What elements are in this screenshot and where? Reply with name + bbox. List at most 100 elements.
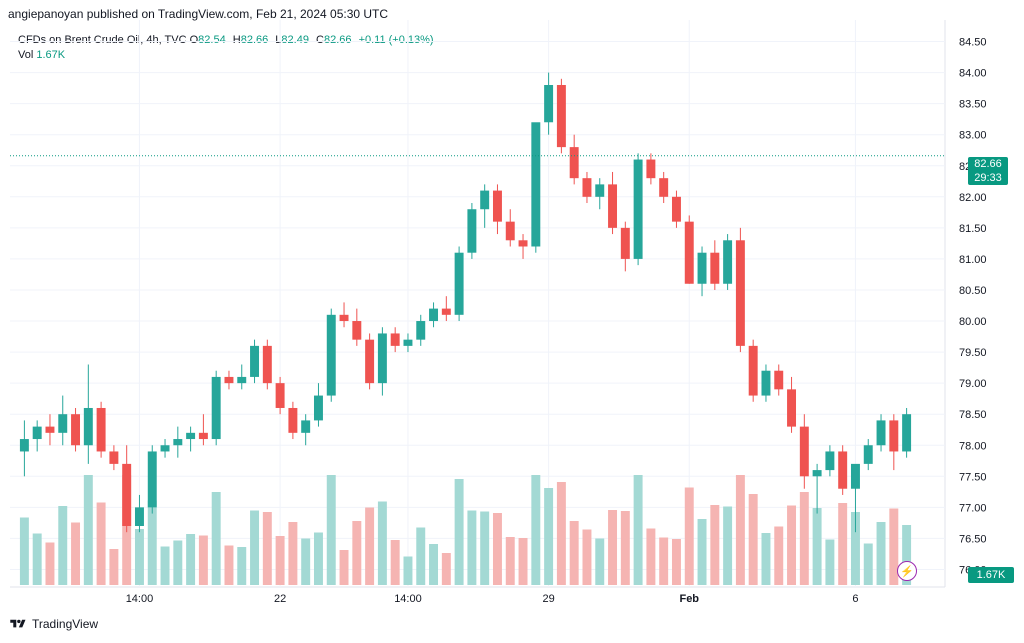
- candle-body: [774, 370, 784, 390]
- candle-body: [582, 178, 592, 197]
- candle-body: [224, 376, 234, 384]
- volume-bar: [838, 503, 848, 585]
- volume-bar: [480, 511, 490, 585]
- candle-body: [32, 426, 42, 440]
- volume-tag: 1.67K: [968, 567, 1014, 583]
- volume-bar: [45, 542, 55, 585]
- price-tick-label: 83.50: [959, 99, 987, 111]
- candle-body: [646, 159, 656, 179]
- candle-body: [787, 389, 797, 427]
- volume-bar: [531, 475, 541, 585]
- volume-bar: [71, 522, 81, 585]
- volume-bar: [659, 537, 669, 585]
- volume-bar: [134, 529, 144, 585]
- volume-bar: [633, 475, 643, 585]
- legend-low: 82.49: [281, 34, 309, 46]
- volume-bar: [147, 500, 157, 585]
- volume-bar: [275, 536, 285, 585]
- candle-body: [863, 445, 873, 464]
- time-tick-label: 22: [274, 593, 286, 605]
- volume-bar: [812, 508, 822, 585]
- candle-body: [735, 240, 745, 346]
- price-tick-label: 76.50: [959, 533, 987, 545]
- publisher-header: angiepanoyan published on TradingView.co…: [8, 7, 389, 21]
- volume-bar: [569, 521, 579, 585]
- volume-bar: [96, 502, 106, 585]
- price-tick-label: 79.00: [959, 378, 987, 390]
- candle-body: [262, 345, 272, 384]
- volume-bar: [250, 510, 260, 585]
- volume-bar: [224, 545, 234, 585]
- volume-bar: [748, 494, 758, 585]
- candle-body: [889, 420, 899, 452]
- volume-bar: [876, 522, 886, 585]
- legend-symbol[interactable]: CFDs on Brent Crude Oil, 4h, TVC: [18, 34, 187, 46]
- legend-open: 82.54: [198, 34, 226, 46]
- volume-bar: [262, 512, 272, 585]
- legend-vol-value: 1.67K: [36, 49, 66, 61]
- price-tick-label: 77.50: [959, 471, 987, 483]
- candle-body: [825, 451, 835, 471]
- candle-body: [301, 420, 311, 433]
- candle-body: [109, 451, 119, 464]
- candle-body: [531, 122, 541, 247]
- volume-bar: [723, 506, 733, 585]
- volume-bar: [32, 533, 42, 585]
- legend-o-label: O: [189, 34, 199, 46]
- volume-bar: [173, 540, 183, 585]
- candle-body: [838, 451, 848, 489]
- candle-body: [620, 227, 630, 259]
- time-tick-label: Feb: [679, 593, 699, 605]
- candle-body: [326, 314, 336, 396]
- candle-body: [416, 321, 426, 340]
- legend-l-label: L: [275, 34, 282, 46]
- legend-c-label: C: [316, 34, 324, 46]
- candle-body: [429, 308, 439, 322]
- legend-vol-label: Vol: [18, 49, 34, 61]
- candle-body: [19, 439, 29, 452]
- volume-bar: [83, 475, 93, 585]
- price-tick-label: 78.00: [959, 440, 987, 452]
- volume-bar: [198, 535, 208, 585]
- volume-bar: [774, 526, 784, 585]
- chart-legend: CFDs on Brent Crude Oil, 4h, TVC O82.54 …: [18, 33, 438, 63]
- volume-bar: [186, 534, 196, 585]
- volume-bar: [518, 538, 528, 585]
- volume-bar: [416, 527, 426, 585]
- volume-bar: [582, 529, 592, 585]
- candle-body: [633, 159, 643, 259]
- volume-bar: [109, 549, 119, 585]
- volume-bar: [441, 553, 451, 585]
- volume-bar: [19, 517, 29, 585]
- time-tick-label: 14:00: [126, 593, 154, 605]
- volume-bar: [608, 510, 618, 585]
- volume-bar: [352, 521, 362, 585]
- time-tick-label: 14:00: [394, 593, 422, 605]
- volume-bar: [710, 505, 720, 585]
- candle-body: [876, 420, 886, 446]
- lightning-icon[interactable]: ⚡: [897, 561, 917, 581]
- volume-bar: [454, 479, 464, 585]
- legend-ohlc-row: CFDs on Brent Crude Oil, 4h, TVC O82.54 …: [18, 33, 438, 48]
- candle-body: [250, 345, 260, 377]
- last-price-tag: 82.66 29:33: [968, 157, 1008, 185]
- volume-bar: [505, 537, 515, 585]
- candle-body: [441, 308, 451, 315]
- price-tick-label: 79.50: [959, 347, 987, 359]
- candle-body: [467, 209, 477, 253]
- price-tick-label: 77.00: [959, 502, 987, 514]
- price-tick-label: 80.00: [959, 316, 987, 328]
- volume-bar: [492, 513, 502, 585]
- tradingview-logo-icon: [10, 619, 26, 628]
- candle-body: [58, 414, 68, 433]
- candle-body: [403, 339, 413, 346]
- candle-body: [697, 252, 707, 284]
- volume-bar: [313, 532, 323, 585]
- volume-bar: [889, 508, 899, 585]
- volume-bar: [735, 475, 745, 585]
- volume-bar: [620, 511, 630, 585]
- candle-body: [492, 190, 502, 222]
- candle-body: [160, 445, 170, 452]
- price-tick-label: 84.00: [959, 68, 987, 80]
